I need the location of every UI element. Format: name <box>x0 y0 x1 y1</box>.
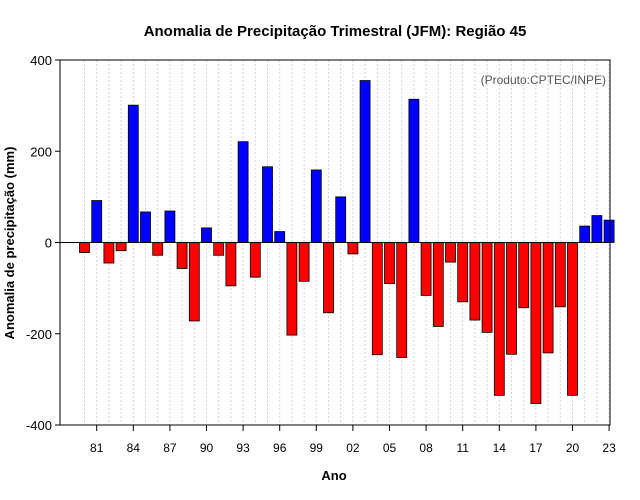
bar-1982 <box>103 242 115 264</box>
x-tick-label: 96 <box>273 441 287 455</box>
y-axis-title: Anomalia de precipitação (mm) <box>2 147 17 340</box>
y-tick-label: 200 <box>30 144 52 159</box>
bar-2018 <box>542 242 554 354</box>
bar-1988 <box>176 242 188 269</box>
x-axis-title: Ano <box>321 468 346 483</box>
x-tick-label: 87 <box>163 441 177 455</box>
bar-1995 <box>262 166 273 243</box>
x-tick-label: 20 <box>566 441 580 455</box>
vertical-gridlines <box>84 60 610 425</box>
bar-2010 <box>445 242 456 263</box>
bar-2007 <box>408 98 420 243</box>
bar-2023 <box>603 219 615 243</box>
x-tick-label: 23 <box>602 441 616 455</box>
bar-2014 <box>493 242 505 396</box>
bar-2002 <box>347 242 359 255</box>
bar-1996 <box>274 231 286 243</box>
x-tick-label: 17 <box>529 441 543 455</box>
y-tick-label: -400 <box>26 418 52 433</box>
x-tick-label: 02 <box>346 441 360 455</box>
x-tick-label: 05 <box>383 441 397 455</box>
bar-2004 <box>371 242 383 356</box>
bar-2013 <box>481 242 493 333</box>
chart-title: Anomalia de Precipitação Trimestral (JFM… <box>144 23 527 40</box>
bar-2017 <box>530 242 542 404</box>
y-tick-label: -200 <box>26 327 52 342</box>
bars <box>79 80 615 404</box>
bar-1997 <box>286 242 298 336</box>
bar-1987 <box>164 210 176 243</box>
y-tick-label: 400 <box>30 53 52 68</box>
bar-1992 <box>225 242 237 287</box>
bar-2009 <box>432 242 444 327</box>
bar-1994 <box>249 242 261 278</box>
bar-2016 <box>518 242 530 309</box>
bar-1993 <box>237 141 249 243</box>
bar-1999 <box>310 169 322 243</box>
bar-2006 <box>396 242 408 358</box>
bar-1990 <box>201 227 212 243</box>
bar-2003 <box>359 80 371 243</box>
bar-2011 <box>457 242 469 303</box>
x-tick-label: 90 <box>200 441 214 455</box>
x-axis: 81 84 87 90 93 96 99 02 05 08 11 14 17 20 23 <box>90 425 616 455</box>
bar-2000 <box>323 242 334 314</box>
bar-1985 <box>140 211 151 243</box>
x-tick-label: 84 <box>127 441 141 455</box>
bar-2019 <box>554 242 566 308</box>
x-tick-label: 08 <box>419 441 433 455</box>
credit-label: (Produto:CPTEC/INPE) <box>481 73 606 87</box>
bar-2022 <box>591 215 603 243</box>
bar-1998 <box>298 242 310 282</box>
bar-2008 <box>420 242 432 296</box>
bar-2012 <box>469 242 481 321</box>
x-tick-label: 14 <box>493 441 507 455</box>
x-tick-label: 99 <box>310 441 324 455</box>
bar-1984 <box>127 104 139 243</box>
x-tick-label: 93 <box>236 441 250 455</box>
bar-2020 <box>567 242 578 396</box>
x-tick-label: 11 <box>456 441 469 455</box>
bar-2001 <box>335 196 347 243</box>
bar-1991 <box>213 242 225 256</box>
bar-2005 <box>384 242 395 284</box>
bar-2015 <box>506 242 517 355</box>
y-tick-label: 0 <box>45 236 52 251</box>
bar-1983 <box>115 242 127 252</box>
y-axis: -400 -200 0 200 400 <box>26 53 60 433</box>
bar-1989 <box>188 242 200 322</box>
x-tick-label: 81 <box>90 441 104 455</box>
bar-1980 <box>79 242 90 253</box>
bar-1986 <box>152 242 164 256</box>
bar-1981 <box>91 200 103 243</box>
bar-2021 <box>579 225 591 243</box>
